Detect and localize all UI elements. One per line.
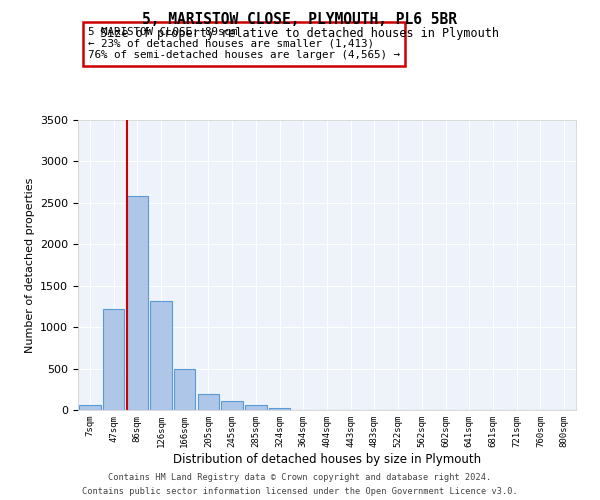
Text: Contains HM Land Registry data © Crown copyright and database right 2024.: Contains HM Land Registry data © Crown c… [109, 473, 491, 482]
Bar [269, 408, 290, 410]
Bar [103, 309, 124, 410]
X-axis label: Distribution of detached houses by size in Plymouth: Distribution of detached houses by size … [173, 452, 481, 466]
Bar [151, 300, 172, 410]
Text: Size of property relative to detached houses in Plymouth: Size of property relative to detached ho… [101, 28, 499, 40]
Text: 5 MARISTOW CLOSE: 89sqm
← 23% of detached houses are smaller (1,413)
76% of semi: 5 MARISTOW CLOSE: 89sqm ← 23% of detache… [88, 27, 400, 60]
Bar [127, 196, 148, 410]
Bar [221, 401, 243, 410]
Bar [245, 406, 266, 410]
Text: 5, MARISTOW CLOSE, PLYMOUTH, PL6 5BR: 5, MARISTOW CLOSE, PLYMOUTH, PL6 5BR [143, 12, 458, 28]
Text: Contains public sector information licensed under the Open Government Licence v3: Contains public sector information licen… [82, 486, 518, 496]
Y-axis label: Number of detached properties: Number of detached properties [25, 178, 35, 352]
Bar [174, 370, 196, 410]
Bar [79, 406, 101, 410]
Bar [198, 394, 219, 410]
